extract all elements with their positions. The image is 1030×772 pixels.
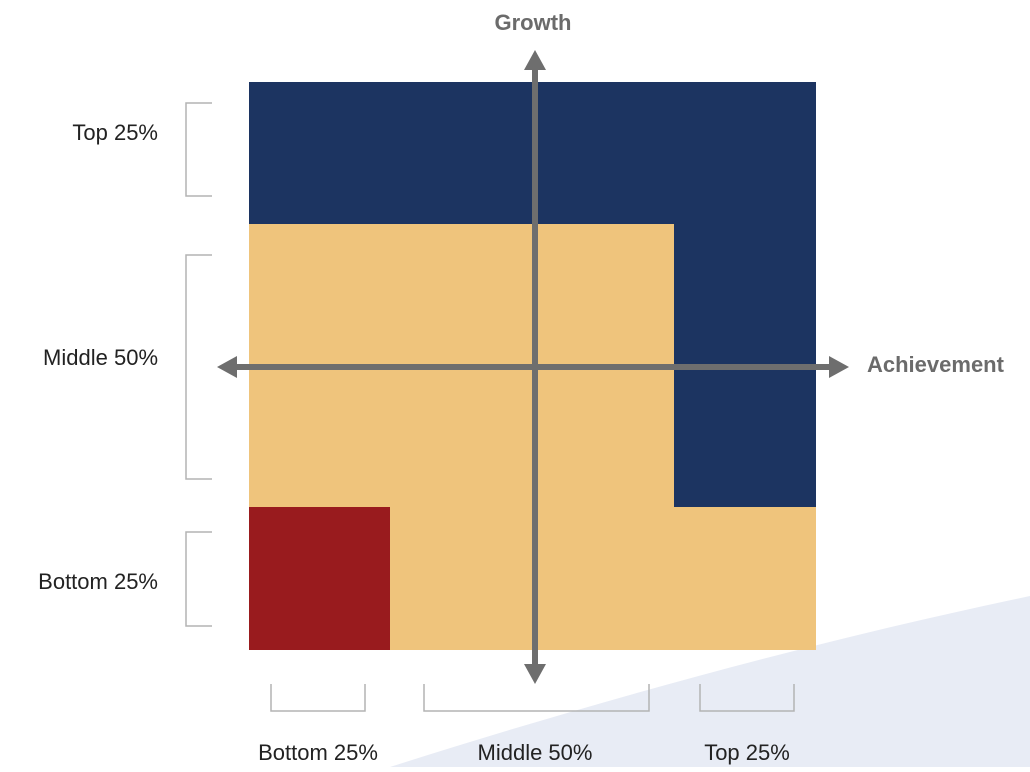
column-bracket-middle (423, 684, 650, 712)
vertical-axis-label: Growth (495, 10, 572, 35)
row-bracket-top (185, 102, 212, 197)
column-label-middle: Middle 50% (478, 740, 593, 765)
row-label-bottom: Bottom 25% (38, 569, 158, 594)
row-label-top: Top 25% (72, 120, 158, 145)
row-brackets (185, 102, 212, 627)
high-region (249, 82, 816, 507)
row-bracket-bottom (185, 531, 212, 627)
horizontal-axis-arrow-left (217, 356, 237, 378)
column-bracket-top (699, 684, 795, 712)
horizontal-axis-label: Achievement (867, 352, 1005, 377)
horizontal-axis-arrow-right (829, 356, 849, 378)
column-brackets (270, 684, 795, 712)
row-label-middle: Middle 50% (43, 345, 158, 370)
column-label-bottom: Bottom 25% (258, 740, 378, 765)
column-label-top: Top 25% (704, 740, 790, 765)
axes (217, 50, 849, 684)
background-swoosh (390, 596, 1030, 767)
vertical-axis-arrow-down (524, 664, 546, 684)
low-region (249, 507, 390, 650)
row-bracket-middle (185, 254, 212, 480)
column-bracket-bottom (270, 684, 366, 712)
vertical-axis-arrow-up (524, 50, 546, 70)
